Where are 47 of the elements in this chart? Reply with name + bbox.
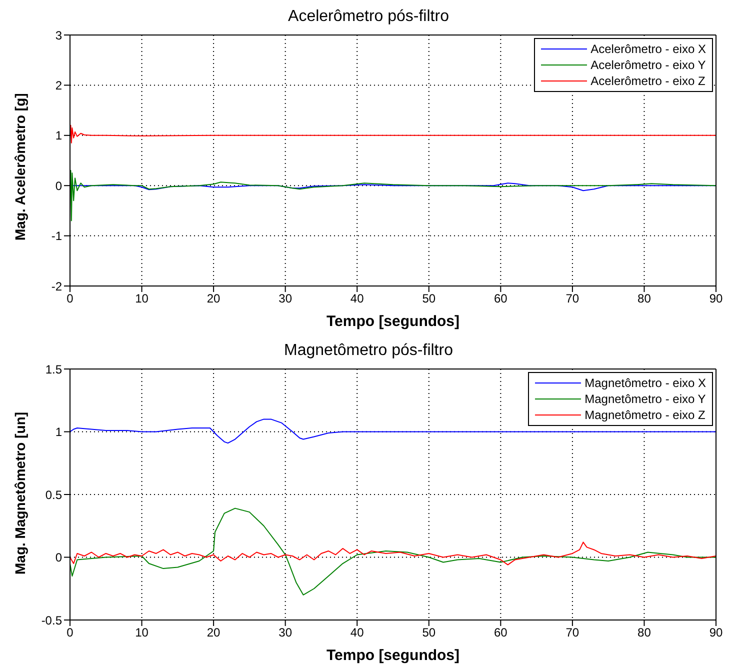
y-tick-label: 0 [55, 178, 62, 193]
legend-label: Acelerômetro - eixo X [590, 42, 706, 56]
x-tick-label: 70 [566, 626, 580, 640]
x-tick-label: 70 [566, 292, 580, 306]
x-tick-label: 10 [135, 292, 149, 306]
x-tick-label: 20 [206, 292, 221, 306]
legend-label: Acelerômetro - eixo Z [590, 74, 706, 88]
x-tick-label: 40 [350, 626, 364, 640]
y-tick-label: 1.5 [45, 362, 62, 376]
y-tick-label: -0.5 [41, 613, 62, 628]
chart-title: Acelerômetro pós-filtro [287, 8, 450, 27]
legend-label: Magnetômetro - eixo Z [584, 408, 706, 422]
x-tick-label: 60 [494, 292, 508, 306]
x-tick-label: 60 [494, 626, 508, 640]
y-tick-label: -2 [51, 279, 62, 294]
x-tick-label: 0 [66, 626, 74, 640]
y-tick-label: 0.5 [45, 488, 62, 502]
x-tick-label: 30 [278, 292, 292, 306]
chart-title: Magnetômetro pós-filtro [283, 342, 454, 361]
x-axis-title: Tempo [segundos] [326, 647, 460, 664]
y-axis-title: Mag. Magnetômetro [un] [12, 412, 28, 574]
line-series [70, 542, 716, 566]
x-tick-label: 10 [135, 626, 149, 640]
legend-label: Magnetômetro - eixo X [584, 376, 706, 390]
x-tick-label: 30 [278, 626, 292, 640]
legend-label: Acelerômetro - eixo Y [590, 58, 706, 72]
legend-label: Magnetômetro - eixo Y [584, 392, 706, 406]
line-series [70, 124, 716, 144]
x-tick-label: 50 [422, 292, 436, 306]
x-axis-title: Tempo [segundos] [326, 313, 460, 330]
y-axis-title: Mag. Acelerômetro [g] [12, 93, 28, 240]
y-tick-label: -1 [51, 229, 62, 244]
y-tick-label: 1 [55, 128, 62, 143]
x-tick-label: 80 [638, 292, 652, 306]
line-series [70, 170, 716, 222]
x-tick-label: 20 [206, 626, 221, 640]
x-tick-label: 50 [422, 626, 436, 640]
y-tick-label: 0 [55, 550, 62, 565]
line-series [70, 508, 716, 596]
x-tick-label: 80 [638, 626, 652, 640]
y-tick-label: 2 [55, 78, 62, 92]
x-tick-label: 90 [709, 292, 723, 306]
x-tick-label: 90 [709, 626, 723, 640]
x-tick-label: 0 [66, 292, 74, 306]
y-tick-label: 3 [55, 28, 62, 42]
y-tick-label: 1 [55, 425, 62, 440]
x-tick-label: 40 [350, 292, 364, 306]
